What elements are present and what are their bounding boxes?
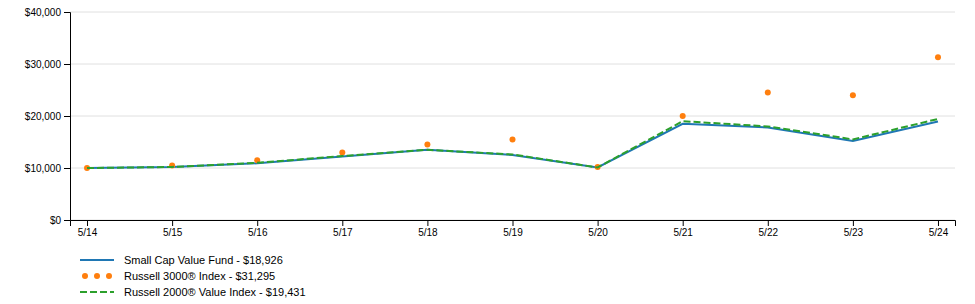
legend-swatch [80, 291, 114, 293]
tick: 5/16 [248, 220, 268, 238]
tick-label: 5/14 [78, 227, 98, 238]
legend-item: Russell 2000® Value Index - $19,431 [80, 286, 306, 298]
grid-line [70, 64, 955, 65]
tick-label: 5/17 [333, 227, 353, 238]
tick: 5/15 [163, 220, 183, 238]
tick-mark [598, 220, 599, 226]
tick-label: $20,000 [25, 111, 62, 122]
tick-mark [853, 220, 854, 226]
tick: $40,000 [25, 7, 70, 18]
tick-label: 5/24 [929, 227, 949, 238]
tick-mark [64, 116, 70, 117]
tick-mark [427, 220, 428, 226]
tick-mark [768, 220, 769, 226]
tick: $0 [50, 215, 70, 226]
tick-label: 5/18 [418, 227, 438, 238]
line [87, 119, 938, 168]
tick-label: 5/19 [503, 227, 523, 238]
line [87, 122, 938, 168]
point [424, 142, 430, 148]
grid-line [70, 12, 955, 13]
tick: 5/19 [503, 220, 523, 238]
tick-mark [64, 220, 70, 221]
tick: $20,000 [25, 111, 70, 122]
tick: 5/20 [588, 220, 608, 238]
legend-swatch [80, 259, 114, 261]
tick: 5/22 [759, 220, 779, 238]
grid [70, 12, 955, 220]
tick: 5/24 [929, 220, 949, 238]
tick-label: $10,000 [25, 163, 62, 174]
tick: 5/21 [673, 220, 693, 238]
tick-mark [938, 220, 939, 226]
tick: 5/14 [78, 220, 98, 238]
legend-swatch [82, 273, 88, 279]
tick-mark [64, 64, 70, 65]
point [339, 149, 345, 155]
tick: 5/18 [418, 220, 438, 238]
tick-label: 5/16 [248, 227, 268, 238]
tick-label: $30,000 [25, 59, 62, 70]
point [850, 92, 856, 98]
legend-label: Russell 3000® Index - $31,295 [124, 270, 275, 282]
tick: 5/17 [333, 220, 353, 238]
tick-label: 5/15 [163, 227, 183, 238]
point [510, 136, 516, 142]
axis-line [64, 13, 71, 221]
tick: $30,000 [25, 59, 70, 70]
tick-label: 5/23 [844, 227, 864, 238]
legend: Small Cap Value Fund - $18,926 Russell 30… [80, 254, 306, 298]
point [680, 113, 686, 119]
axis-line [71, 221, 956, 227]
legend-swatch [94, 273, 100, 279]
tick-mark [513, 220, 514, 226]
point [765, 90, 771, 96]
grid-line [70, 116, 955, 117]
tick-mark [87, 220, 88, 226]
tick-mark [683, 220, 684, 226]
plot: $0$10,000$20,000$30,000$40,0005/145/155/… [25, 7, 956, 238]
marks [84, 54, 941, 171]
legend-label: Russell 2000® Value Index - $19,431 [124, 286, 306, 298]
tick-mark [64, 168, 70, 169]
tick-mark [64, 12, 70, 13]
chart: $0$10,000$20,000$30,000$40,0005/145/155/… [0, 0, 975, 304]
y-axis: $0 $10,000 $20,000 $30,000 $40,000 [25, 7, 71, 226]
x-axis: 5/14 5/15 5/16 5/17 5/18 5/19 5/20 5/21 5/22 5/23… [71, 220, 956, 238]
grid-line [70, 168, 955, 169]
legend-swatch [106, 273, 112, 279]
legend-label: Small Cap Value Fund - $18,926 [124, 254, 283, 266]
tick: $10,000 [25, 163, 70, 174]
tick-label: 5/21 [673, 227, 693, 238]
legend-item: Small Cap Value Fund - $18,926 [80, 254, 283, 266]
tick-label: $0 [50, 215, 62, 226]
tick-mark [257, 220, 258, 226]
point [935, 54, 941, 60]
tick-mark [342, 220, 343, 226]
tick-label: 5/20 [588, 227, 608, 238]
legend-item: Russell 3000® Index - $31,295 [82, 270, 275, 282]
tick-mark [172, 220, 173, 226]
tick-label: $40,000 [25, 7, 62, 18]
tick-label: 5/22 [759, 227, 779, 238]
tick: 5/23 [844, 220, 864, 238]
